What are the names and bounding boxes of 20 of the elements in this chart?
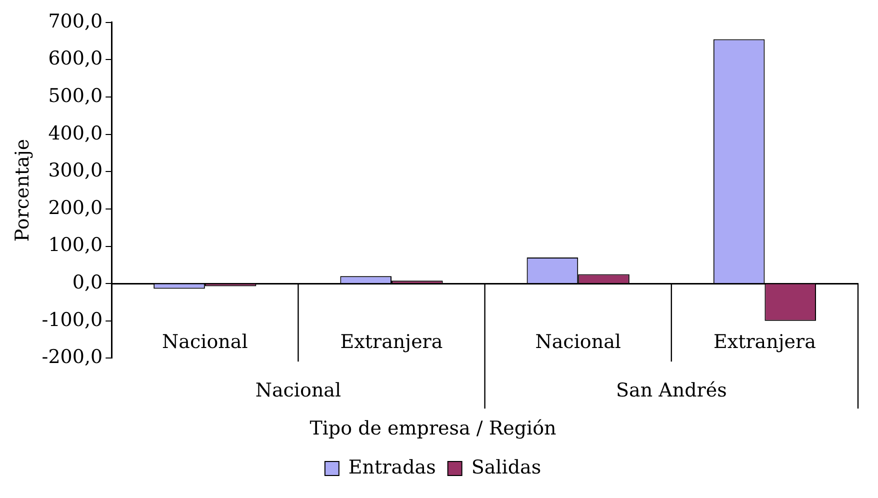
x-axis-title: Tipo de empresa / Región [310,418,556,440]
x-tick-label: Extranjera [340,330,443,353]
y-tick-label: 300,0 [48,160,103,182]
y-tick-label: 500,0 [48,84,103,107]
y-tick-label: -100,0 [42,308,103,331]
x-tick-label: Extranjera [713,330,816,353]
legend-label: Entradas [348,456,436,478]
y-axis-title: Porcentaje [11,138,34,242]
x-tick-label: Nacional [535,330,621,353]
x-tick-label: Nacional [162,330,248,353]
y-tick-label: 400,0 [48,122,103,144]
y-tick-label: 100,0 [48,234,103,256]
text: Nacional [255,380,342,402]
y-tick-label: 700,0 [48,10,103,32]
y-tick-label: 0,0 [72,272,103,294]
y-tick-label: 200,0 [48,196,103,219]
text: San Andrés [616,380,727,402]
y-tick-label: 600,0 [48,48,103,70]
legend-label: Salidas [471,456,542,478]
y-tick-label: -200,0 [42,346,103,368]
